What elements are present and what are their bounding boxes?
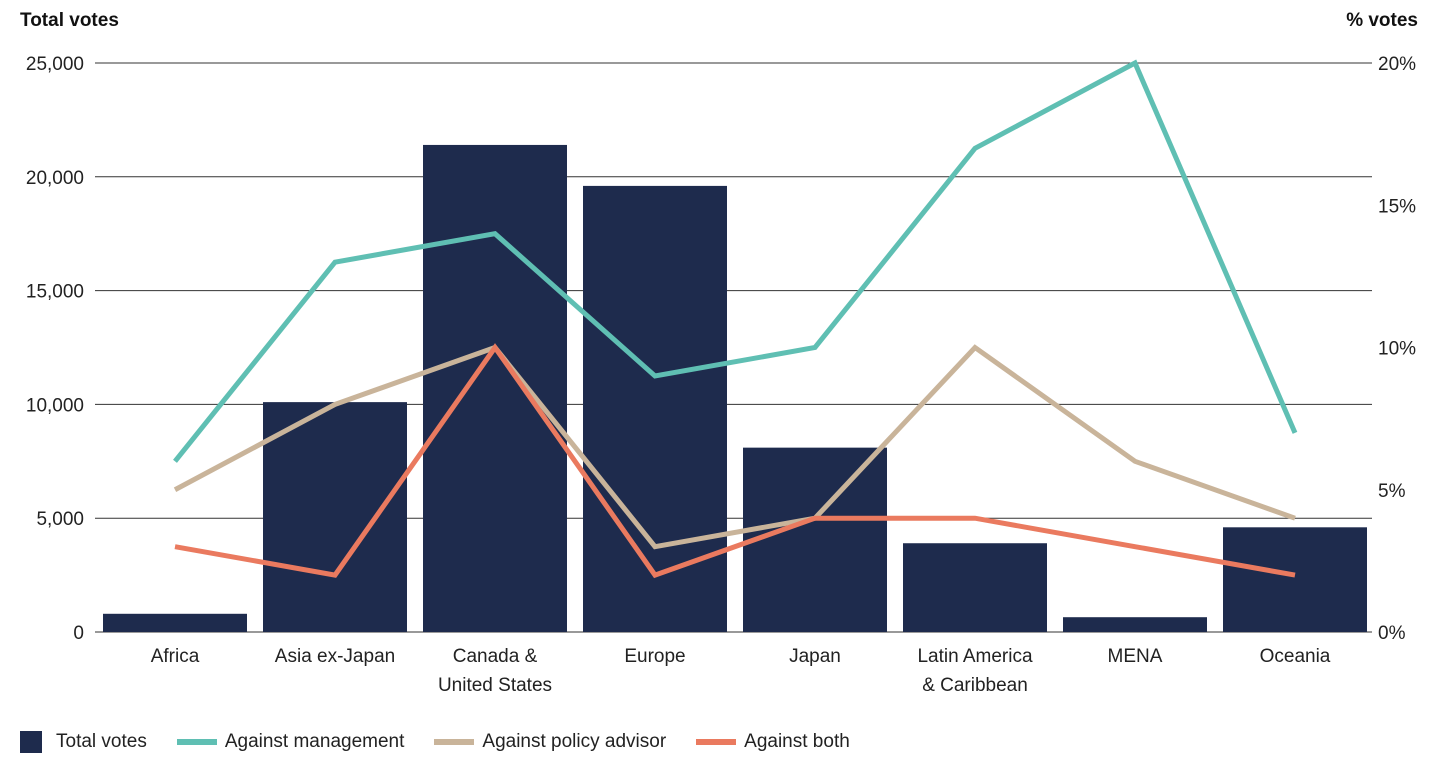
left-tick-label: 25,000 — [26, 54, 84, 75]
right-axis-title: % votes — [1346, 10, 1418, 31]
category-label-oceania: Oceania — [1260, 646, 1331, 667]
bar-series-total-votes — [103, 144, 1367, 633]
left-axis-ticks: 25,000 20,000 15,000 10,000 5,000 0 — [26, 54, 84, 644]
legend-item-total-votes: Total votes — [20, 731, 147, 753]
category-labels: Africa Asia ex-Japan Canada & United States… — [151, 646, 1331, 696]
category-label-latin-america-and-caribbean: Latin America & Caribbean — [917, 646, 1033, 696]
left-tick-label: 20,000 — [26, 168, 84, 189]
left-tick-label: 5,000 — [36, 509, 84, 530]
left-tick-label: 10,000 — [26, 395, 84, 416]
bar-africa — [103, 613, 247, 632]
legend-swatch-against-management — [176, 739, 217, 745]
category-label-africa: Africa — [151, 646, 200, 667]
category-label-canada-and-united-states: Canada & United States — [438, 646, 552, 696]
line-against-policy-advisor — [173, 344, 1296, 550]
line-against-management — [173, 59, 1298, 463]
left-tick-label: 15,000 — [26, 282, 84, 303]
combo-chart: Total votes % votes 25,000 20,000 15,000 10… — [20, 10, 1418, 696]
bar-oceania — [1223, 527, 1367, 632]
line-against-both — [174, 343, 1296, 579]
category-label-mena: MENA — [1108, 646, 1163, 667]
bar-mena — [1063, 617, 1207, 632]
legend-swatch-against-both — [696, 739, 737, 745]
right-axis-ticks: 20% 15% 10% 5% 0% — [1378, 54, 1416, 644]
legend-label-against-both: Against both — [744, 731, 850, 752]
left-tick-label: 0 — [73, 623, 84, 644]
category-label-europe: Europe — [624, 646, 685, 667]
category-label-japan: Japan — [789, 646, 841, 667]
legend-label-against-policy-advisor: Against policy advisor — [482, 731, 667, 752]
legend-swatch-total-votes — [20, 731, 42, 753]
right-tick-label: 15% — [1378, 196, 1416, 217]
line-series-group — [173, 59, 1298, 579]
right-tick-label: 10% — [1378, 339, 1416, 360]
legend-label-total-votes: Total votes — [56, 731, 147, 752]
legend-item-against-management: Against management — [176, 731, 405, 753]
bar-europe — [583, 185, 727, 633]
legend: Total votes Against management Against p… — [20, 731, 880, 753]
category-label-asia-ex-japan: Asia ex-Japan — [275, 646, 395, 667]
right-tick-label: 20% — [1378, 54, 1416, 75]
right-tick-label: 0% — [1378, 623, 1406, 644]
legend-swatch-against-policy-advisor — [434, 739, 475, 745]
legend-item-against-policy-advisor: Against policy advisor — [434, 731, 666, 753]
right-tick-label: 5% — [1378, 481, 1406, 502]
legend-label-against-management: Against management — [224, 731, 405, 752]
legend-item-against-both: Against both — [696, 731, 850, 753]
bar-latin-america-and-caribbean — [903, 543, 1047, 632]
bar-asia-ex-japan — [263, 402, 407, 632]
bar-japan — [743, 447, 887, 632]
left-axis-title: Total votes — [20, 10, 119, 31]
bar-canada-and-united-states — [423, 144, 567, 632]
